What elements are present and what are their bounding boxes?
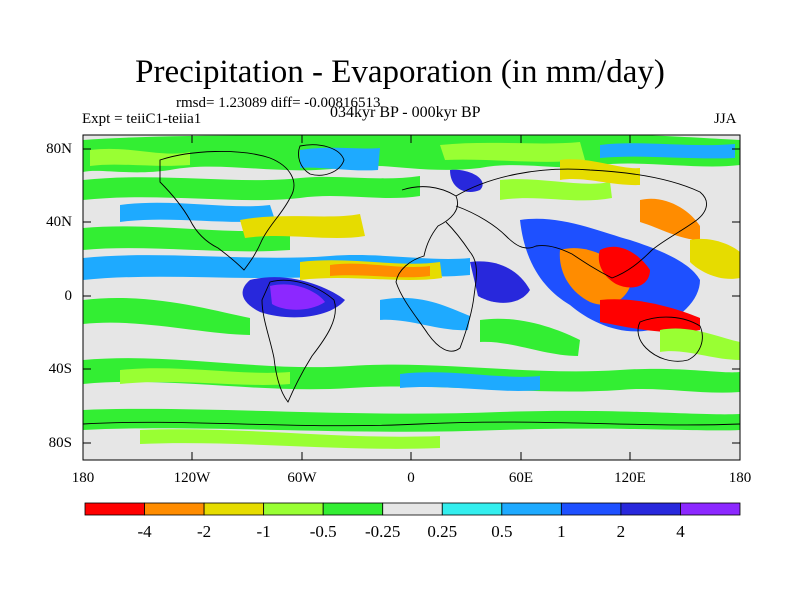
lon-ticks xyxy=(82,135,741,460)
lon-tick-label: 60E xyxy=(508,470,534,486)
colorbar-label: -0.25 xyxy=(365,522,401,541)
colorbar-label: 0.5 xyxy=(491,522,513,541)
colorbar-label: 2 xyxy=(616,522,626,541)
experiment-label: Expt = teiiC1-teiia1 xyxy=(82,111,202,127)
colorbar-box xyxy=(263,502,324,516)
colorbar-box xyxy=(680,502,741,516)
map-field xyxy=(83,135,740,460)
colorbar-label: 0.25 xyxy=(427,522,458,541)
colorbar xyxy=(84,502,741,516)
lon-tick-label: 120E xyxy=(614,470,646,486)
lon-tick-label: 0 xyxy=(407,470,415,486)
colorbar-label: -1 xyxy=(256,522,271,541)
period-label: 034kyr BP - 000kyr BP xyxy=(330,104,481,121)
colorbar-label: -0.5 xyxy=(309,522,337,541)
stats-label: rmsd= 1.23089 diff= -0.00816513 xyxy=(176,95,381,111)
colorbar-box xyxy=(144,502,205,516)
colorbar-box xyxy=(382,502,443,516)
colorbar-box xyxy=(560,502,622,516)
season-label: JJA xyxy=(714,111,737,127)
colorbar-box xyxy=(203,502,265,516)
lat-tick-label: 80N xyxy=(46,141,72,157)
colorbar-box xyxy=(501,502,562,516)
map-title: Precipitation - Evaporation (in mm/day) xyxy=(135,54,665,90)
lon-tick-label: 180 xyxy=(728,470,752,486)
colorbar-box xyxy=(441,502,503,516)
lat-tick-label: 40S xyxy=(48,361,72,377)
lon-tick-label: 120W xyxy=(173,470,211,486)
colorbar-label: -2 xyxy=(196,522,212,541)
lon-tick-label: 60W xyxy=(287,470,317,486)
coastlines xyxy=(83,144,740,427)
colorbar-box xyxy=(620,502,681,516)
colorbar-box xyxy=(322,502,384,516)
lat-tick-label: 80S xyxy=(48,435,72,451)
colorbar-label: 4 xyxy=(676,522,685,541)
colorbar-label: -4 xyxy=(137,522,152,541)
lat-tick-label: 0 xyxy=(64,288,73,304)
colorbar-box xyxy=(84,502,145,516)
lat-ticks xyxy=(83,148,740,444)
lat-tick-label: 40N xyxy=(46,214,72,230)
colorbar-label: 1 xyxy=(557,522,566,541)
lon-tick-label: 180 xyxy=(71,470,95,486)
